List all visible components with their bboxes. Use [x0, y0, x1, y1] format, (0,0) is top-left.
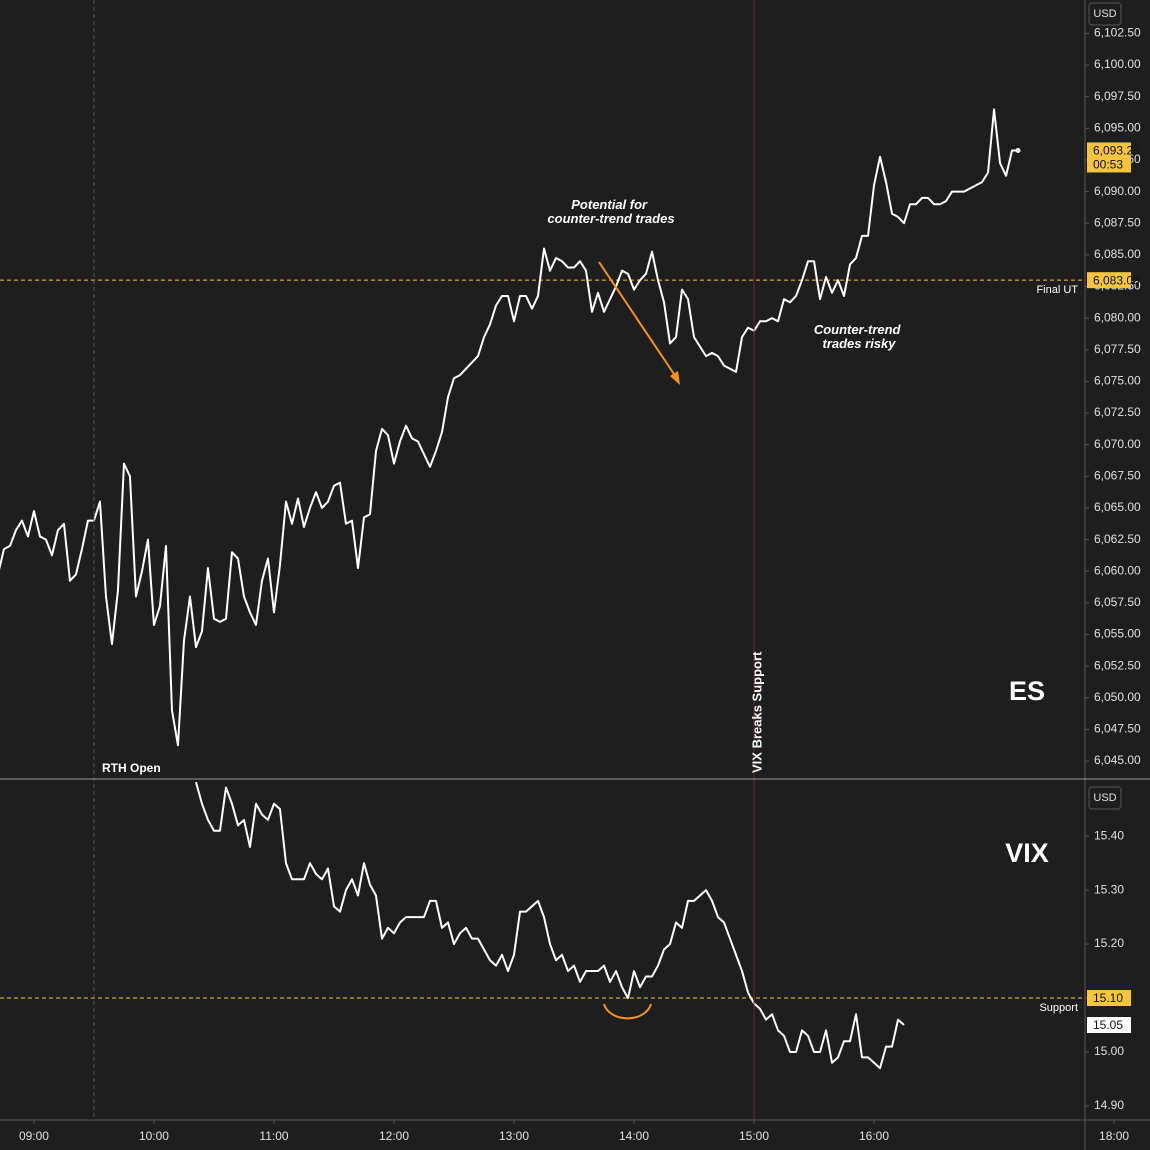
price-line	[0, 108, 1019, 747]
y-tick-label: 15.40	[1094, 828, 1124, 842]
last-point	[1015, 147, 1021, 153]
last-price-label: 15.05	[1093, 1018, 1123, 1032]
y-tick-label: 15.20	[1094, 936, 1124, 950]
annotation-line: counter-trend trades	[547, 211, 674, 226]
y-tick-label: 6,077.50	[1094, 342, 1141, 356]
y-tick-label: 6,080.00	[1094, 310, 1141, 324]
y-tick-label: 6,062.50	[1094, 532, 1141, 546]
level-tag-label: 6,083.00	[1093, 273, 1140, 287]
annotation-line: Counter-trend	[814, 322, 902, 337]
x-tick-label: 09:00	[19, 1129, 49, 1143]
x-tick-label: 10:00	[139, 1129, 169, 1143]
last-price-tag	[1087, 142, 1131, 173]
arrow-shaft	[598, 261, 677, 378]
arrow-head	[670, 371, 680, 385]
level-tag	[1087, 272, 1131, 289]
annotation-line: Potential for	[571, 197, 648, 212]
level-name: Final UT	[1036, 284, 1078, 296]
level-name: Support	[1039, 1002, 1078, 1014]
y-tick-label: 6,055.00	[1094, 627, 1141, 641]
price-line	[195, 781, 905, 1070]
currency-box[interactable]	[1088, 2, 1122, 26]
currency[interactable]: USD	[1093, 792, 1116, 804]
currency[interactable]: USD	[1093, 8, 1116, 20]
y-tick-label: 6,065.00	[1094, 500, 1141, 514]
annotation-line: trades risky	[823, 336, 897, 351]
last-price-tag	[1087, 1017, 1131, 1034]
y-tick-label: 15.00	[1094, 1044, 1124, 1058]
bottom-arc	[603, 1003, 652, 1020]
annotation: Counter-trend trades risky	[814, 322, 904, 351]
x-tick-label: 18:00	[1099, 1129, 1129, 1143]
x-tick-label: 14:00	[619, 1129, 649, 1143]
y-tick-label: 6,087.50	[1094, 215, 1141, 229]
y-tick-label: 6,050.00	[1094, 690, 1141, 704]
y-tick-label: 14.90	[1094, 1098, 1124, 1112]
y-tick-label: 6,085.00	[1094, 247, 1141, 261]
pane	[0, 108, 1085, 747]
y-tick-label: 6,057.50	[1094, 595, 1141, 609]
pane	[0, 781, 1085, 1070]
last-price-label: 6,093.25	[1093, 144, 1140, 158]
level-tag-label: 15.10	[1093, 991, 1123, 1005]
pane-title: ES	[1009, 676, 1045, 706]
countdown: 00:53	[1093, 158, 1123, 172]
x-tick-label: 16:00	[859, 1129, 889, 1143]
y-tick-label: 6,100.00	[1094, 57, 1141, 71]
x-tick-label: 11:00	[259, 1129, 288, 1143]
x-tick-label: 12:00	[379, 1129, 409, 1143]
y-tick-label: 6,075.00	[1094, 374, 1141, 388]
y-tick-label: 6,047.50	[1094, 722, 1141, 736]
y-tick-label: 6,095.00	[1094, 120, 1141, 134]
y-tick-label: 6,072.50	[1094, 405, 1141, 419]
y-tick-label: 6,090.00	[1094, 184, 1141, 198]
y-tick-label: 15.30	[1094, 882, 1124, 896]
y-tick-label: 6,097.50	[1094, 89, 1141, 103]
y-tick-label: 6,102.50	[1094, 26, 1141, 40]
y-tick-label: 6,045.00	[1094, 753, 1141, 767]
y-tick-label: 6,052.50	[1094, 658, 1141, 672]
x-tick-label: 15:00	[739, 1129, 769, 1143]
marker-label: RTH Open	[102, 761, 161, 775]
y-tick-label: 6,070.00	[1094, 437, 1141, 451]
x-tick-label: 13:00	[499, 1129, 529, 1143]
marker-label: VIX Breaks Support	[749, 651, 764, 773]
currency-box[interactable]	[1088, 786, 1122, 810]
annotation: Potential for counter-trend trades	[547, 197, 674, 226]
pane-title: VIX	[1005, 838, 1049, 868]
level-tag	[1087, 990, 1131, 1007]
y-tick-label: 6,067.50	[1094, 468, 1141, 482]
y-tick-label: 6,060.00	[1094, 563, 1141, 577]
